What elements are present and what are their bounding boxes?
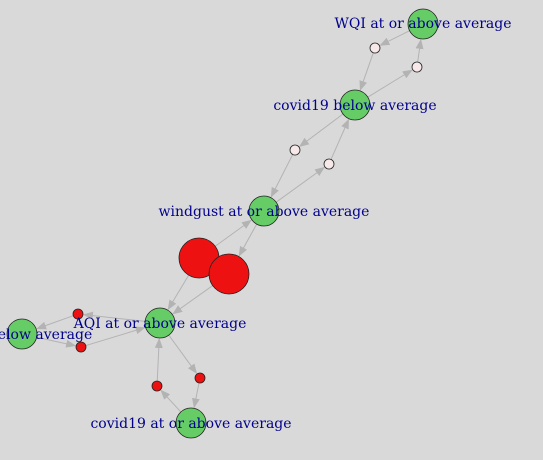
edge-r9-covid_above [191,382,200,409]
edge-r5-windgust [214,219,252,247]
item-node-covid_above [175,407,207,439]
edge-aqi-r9 [168,334,198,374]
nodes-layer [6,8,439,439]
edge-r2-wqi [415,38,424,63]
item-node-left_below [6,318,38,350]
node-label-covid_above: covid19 at or above average [90,416,291,432]
rule-node-r4 [323,158,335,170]
edge-r1-covid_below [359,52,374,91]
edge-r3-windgust [270,154,294,198]
edge-r6-aqi [172,285,213,315]
rule-node-r9 [194,372,206,384]
node-label-left_below: elow average [0,327,92,343]
edges-layer [36,30,424,413]
item-node-covid_below [339,89,371,121]
edge-covid_above-r10 [160,389,182,413]
labels-layer: WQI at or above average covid19 below ave… [0,16,512,432]
rule-node-r3 [289,144,301,156]
item-node-aqi [144,307,176,339]
rule-node-r7 [72,308,84,320]
rule-node-r6 [208,253,250,295]
rule-node-r1 [369,42,381,54]
edge-left_below-r8 [36,336,77,348]
edge-r7-left_below [36,315,74,330]
edge-windgust-r6 [238,223,258,257]
rule-node-r2 [411,61,423,73]
edge-r5-aqi [167,274,190,311]
edge-windgust-r4 [275,166,325,203]
edge-r8-aqi [85,326,146,347]
edge-r10-aqi [154,337,163,382]
edge-aqi-r7 [82,311,146,322]
item-node-windgust [248,195,280,227]
rule-node-r10 [151,380,163,392]
edge-covid_below-r2 [367,69,413,98]
node-label-windgust: windgust at or above average [159,204,370,220]
rule-node-r8 [75,341,87,353]
node-label-wqi: WQI at or above average [334,16,511,32]
node-label-aqi: AQI at or above average [73,316,247,332]
item-node-wqi [407,8,439,40]
edge-r4-covid_below [330,118,350,160]
edge-covid_below-r3 [298,113,344,147]
edge-wqi-r1 [379,30,410,46]
node-label-covid_below: covid19 below average [273,98,436,114]
